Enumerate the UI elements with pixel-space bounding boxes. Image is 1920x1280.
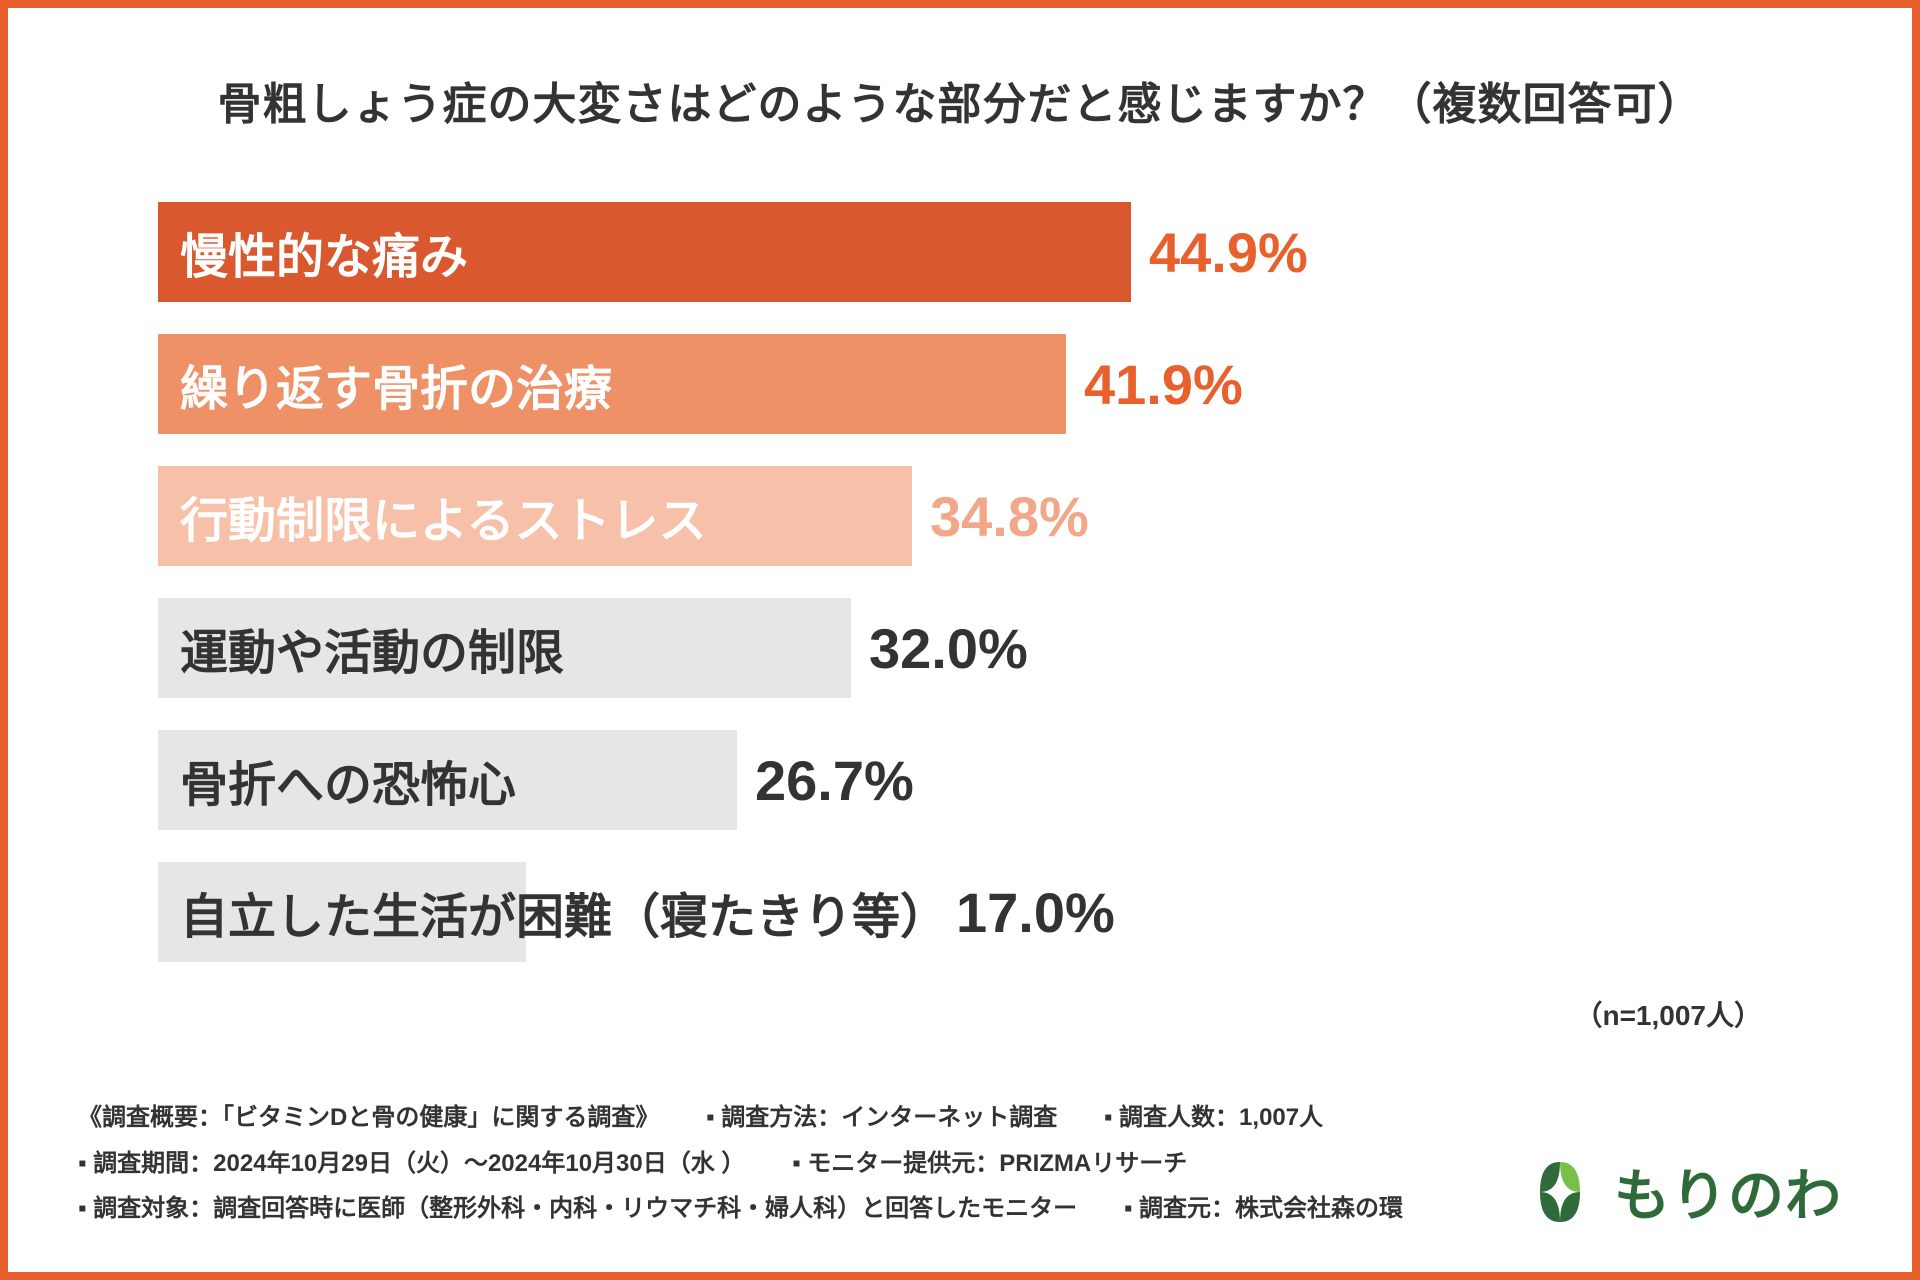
footer-line-2: ▪ 調査期間：2024年10月29日（火）～2024年10月30日（水 ） ▪ …	[78, 1141, 1500, 1187]
bar-value: 34.8%	[930, 484, 1089, 549]
bar-chart: 慢性的な痛み 44.9% 繰り返す骨折の治療 41.9% 行動制限によるストレス 34.8…	[78, 202, 1842, 962]
bar-label: 自立した生活が困難（寝たきり等）	[180, 877, 948, 947]
footer-1b: ▪ 調査方法：インターネット調査	[706, 1104, 1057, 1131]
bar-value: 44.9%	[1149, 220, 1308, 285]
bar-row: 行動制限によるストレス 34.8%	[158, 466, 1782, 566]
footer-3a: ▪ 調査対象：調査回答時に医師（整形外科・内科・リウマチ科・婦人科）と回答したモ…	[78, 1195, 1077, 1222]
bar-row: 自立した生活が困難（寝たきり等）17.0%	[158, 862, 1782, 962]
survey-footer-text: 《調査概要：「ビタミンDと骨の健康」に関する調査》 ▪ 調査方法：インターネット…	[78, 1095, 1500, 1232]
bar-label: 骨折への恐怖心	[180, 745, 516, 815]
chart-title: 骨粗しょう症の大変さはどのような部分だと感じますか？（複数回答可）	[78, 68, 1842, 132]
sample-size-note: （n=1,007人）	[78, 994, 1842, 1034]
chart-frame: 骨粗しょう症の大変さはどのような部分だと感じますか？（複数回答可） 慢性的な痛み…	[0, 0, 1920, 1280]
survey-footer: 《調査概要：「ビタミンDと骨の健康」に関する調査》 ▪ 調査方法：インターネット…	[78, 1095, 1842, 1232]
bar-row: 慢性的な痛み 44.9%	[158, 202, 1782, 302]
bar: 慢性的な痛み	[158, 202, 1131, 302]
footer-3b: ▪ 調査元：株式会社森の環	[1124, 1195, 1403, 1222]
bar: 繰り返す骨折の治療	[158, 334, 1066, 434]
leaf-logo-icon	[1520, 1152, 1600, 1232]
footer-1a: 《調査概要：「ビタミンDと骨の健康」に関する調査》	[78, 1104, 659, 1131]
bar-value: 26.7%	[755, 748, 914, 813]
bar-label: 運動や活動の制限	[180, 613, 564, 683]
bar-row: 繰り返す骨折の治療 41.9%	[158, 334, 1782, 434]
bar-label: 慢性的な痛み	[180, 217, 468, 287]
bar-value: 41.9%	[1084, 352, 1243, 417]
bar-value: 17.0%	[956, 880, 1115, 945]
bar-label: 行動制限によるストレス	[180, 481, 707, 551]
bar-row: 運動や活動の制限 32.0%	[158, 598, 1782, 698]
bar: 行動制限によるストレス	[158, 466, 912, 566]
brand-logo-text: もりのわ	[1614, 1151, 1842, 1232]
bar-row: 骨折への恐怖心 26.7%	[158, 730, 1782, 830]
bar-label: 繰り返す骨折の治療	[180, 349, 612, 419]
footer-2b: ▪ モニター提供元：PRIZMAリサーチ	[792, 1150, 1187, 1177]
bar: 骨折への恐怖心	[158, 730, 737, 830]
bar-value: 32.0%	[869, 616, 1028, 681]
footer-2a: ▪ 調査期間：2024年10月29日（火）～2024年10月30日（水 ）	[78, 1150, 745, 1177]
bar: 運動や活動の制限	[158, 598, 851, 698]
brand-logo: もりのわ	[1520, 1151, 1842, 1232]
footer-line-3: ▪ 調査対象：調査回答時に医師（整形外科・内科・リウマチ科・婦人科）と回答したモ…	[78, 1186, 1500, 1232]
footer-1c: ▪ 調査人数：1,007人	[1104, 1104, 1323, 1131]
bar: 自立した生活が困難（寝たきり等）17.0%	[158, 862, 526, 962]
footer-line-1: 《調査概要：「ビタミンDと骨の健康」に関する調査》 ▪ 調査方法：インターネット…	[78, 1095, 1500, 1141]
